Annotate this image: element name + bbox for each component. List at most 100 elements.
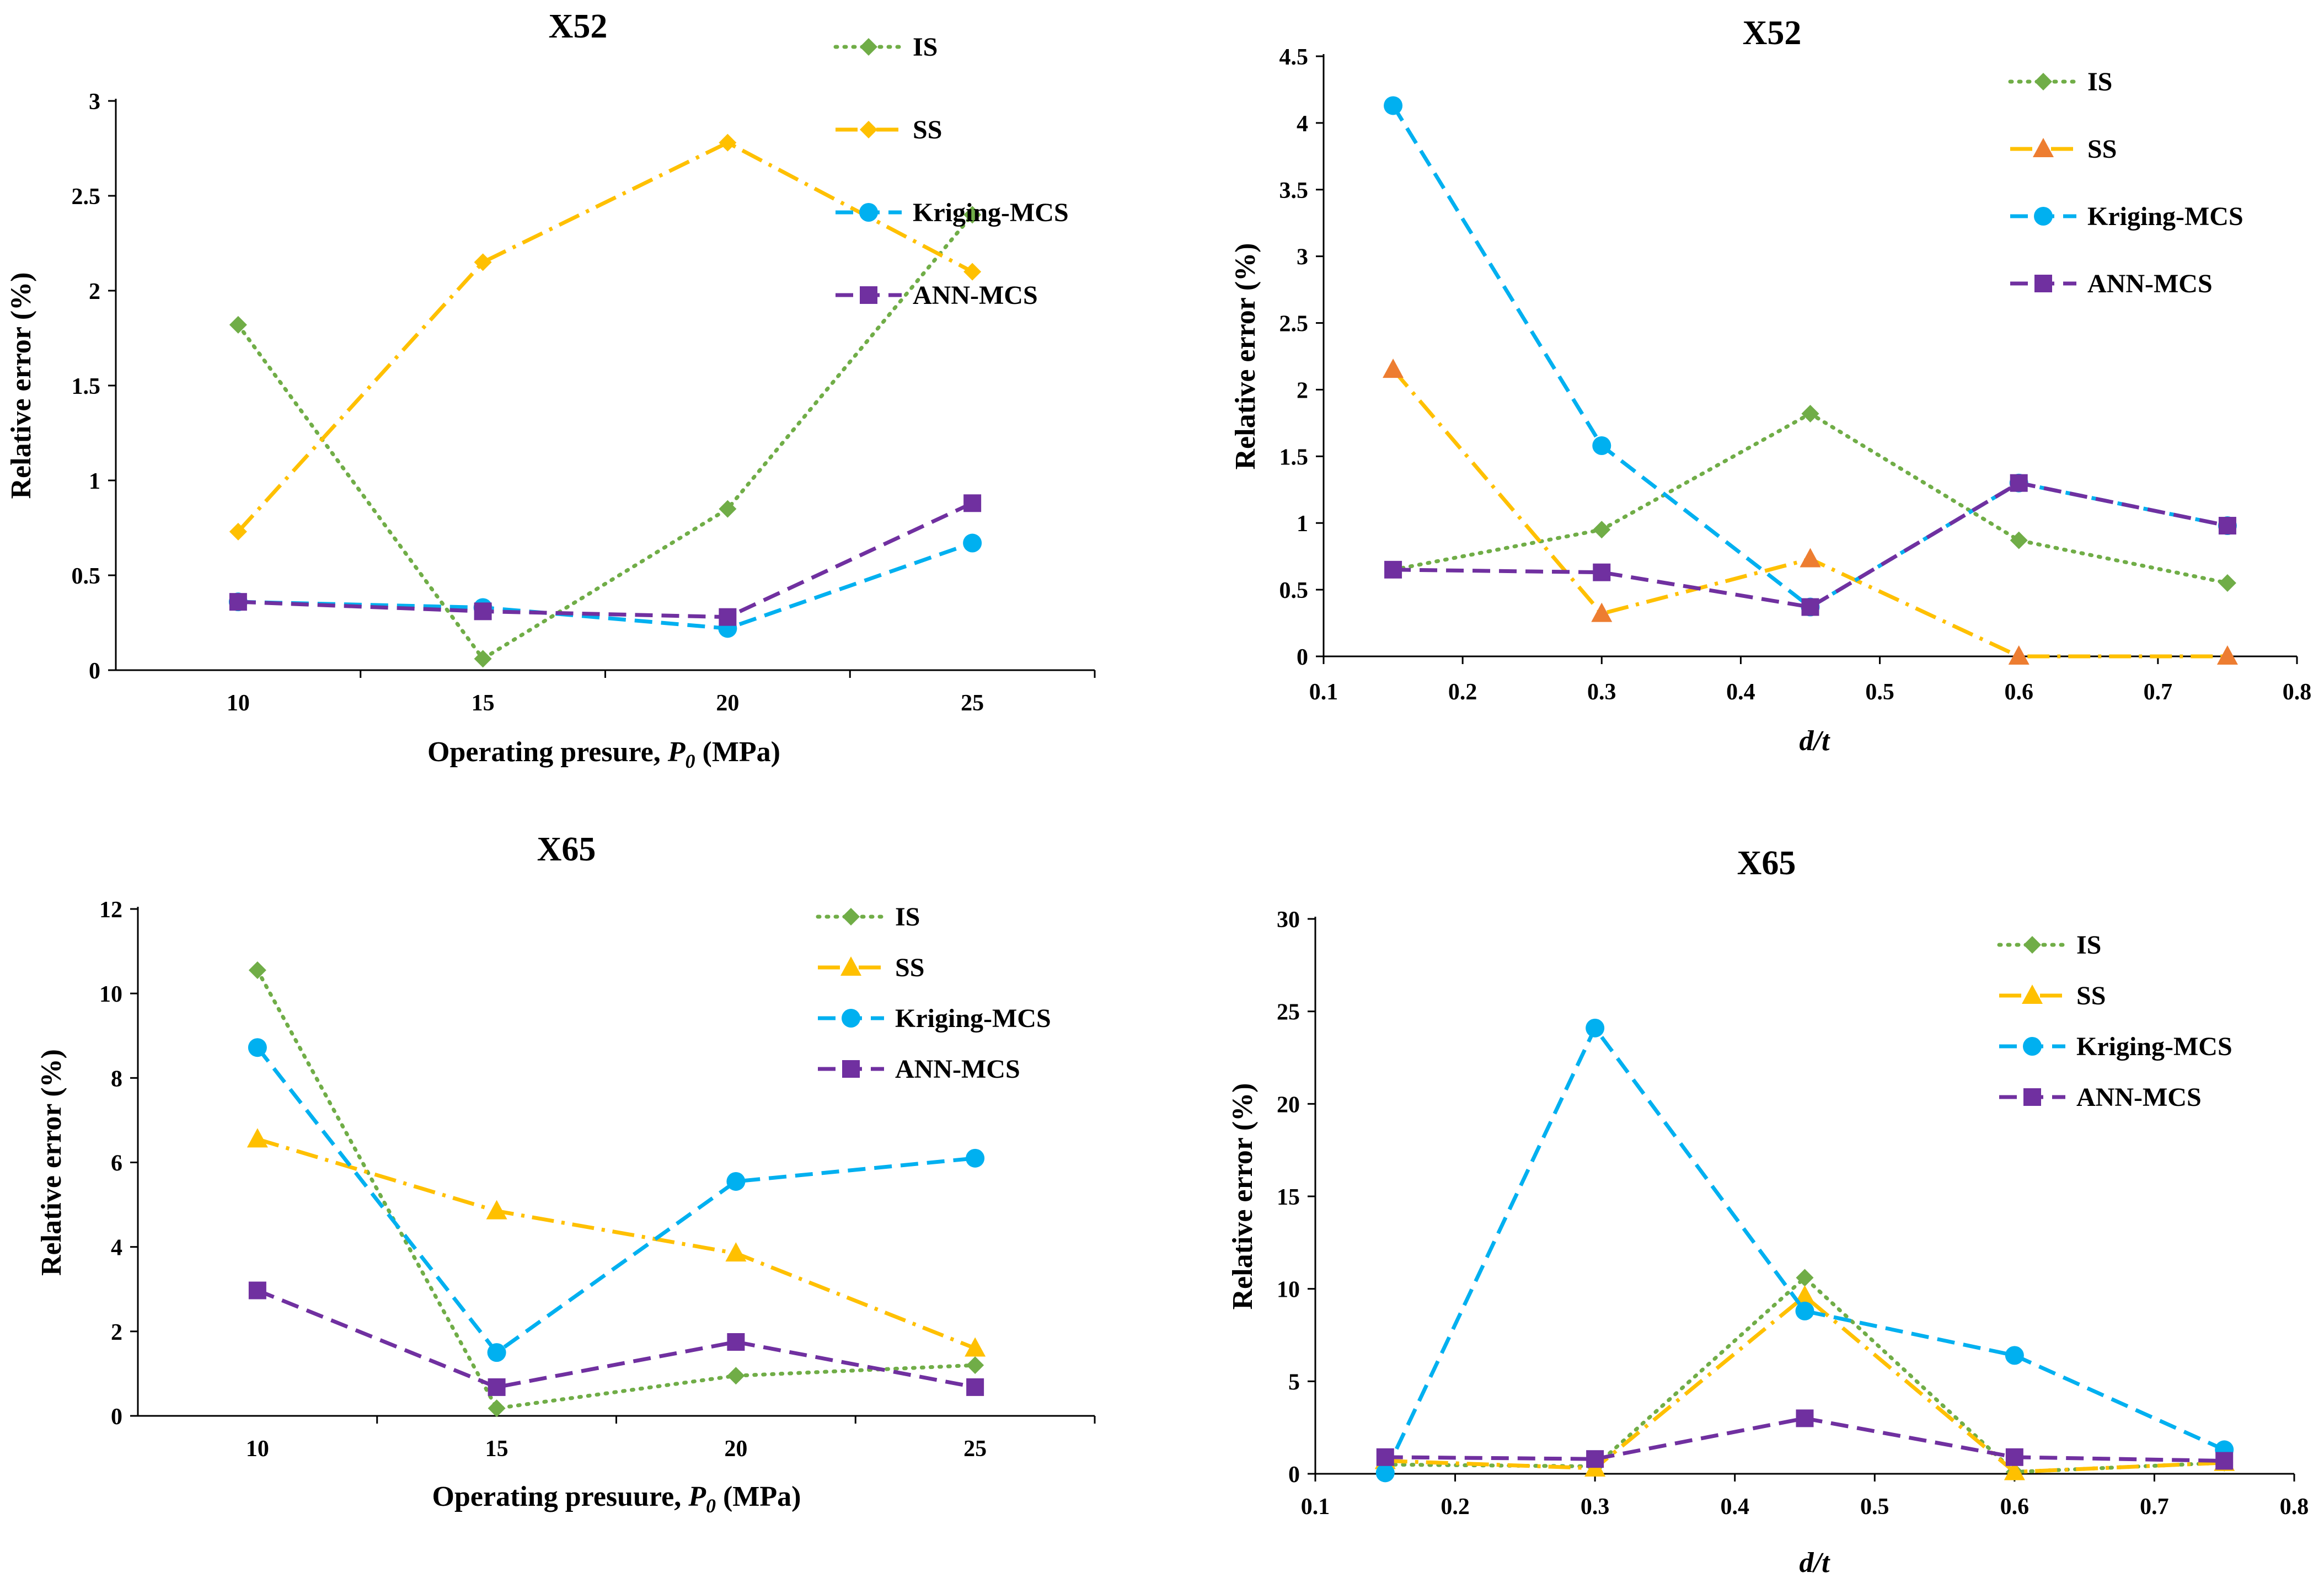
data-point-kriging-mcs (1592, 436, 1611, 455)
y-tick-label: 20 (1277, 1092, 1300, 1117)
legend-marker (2023, 1037, 2042, 1056)
data-point-ann-mcs (2010, 474, 2028, 492)
legend-marker (840, 956, 861, 976)
series-line-kriging-mcs (1383, 1024, 2225, 1474)
legend-marker (2034, 207, 2053, 226)
legend-label-kriging-mcs: Kriging-MCS (2076, 1032, 2232, 1061)
legend-label-ann-mcs: ANN-MCS (895, 1055, 1020, 1084)
data-point-kriging-mcs (963, 533, 982, 553)
data-point-ann-mcs (488, 1378, 506, 1396)
legend-label-is: IS (2076, 930, 2101, 960)
data-point-ss (2004, 1461, 2025, 1480)
y-tick-label: 1.5 (72, 374, 101, 399)
y-tick-label: 1.5 (1279, 445, 1309, 470)
legend: IS SS Kriging-MCS ANN-MCS (833, 33, 1069, 310)
series-line-ss (1385, 1293, 2225, 1474)
legend-marker (860, 38, 877, 56)
y-axis-label: Relative error (%) (6, 272, 37, 499)
chart-panel-1: 0 0.5 1 1.5 2 2.5 3 10 15 20 25 X52 Operating presur… (6, 8, 1096, 772)
legend-marker (2034, 73, 2052, 90)
y-tick-label: 0 (111, 1404, 122, 1430)
y-tick-label: 10 (1277, 1277, 1300, 1303)
chart-title: X65 (1737, 844, 1796, 882)
data-point-kriging-mcs (1375, 1463, 1395, 1483)
x-tick-label: 25 (961, 691, 984, 716)
y-tick-label: 25 (1277, 1000, 1300, 1025)
y-tick-label: 4 (1297, 111, 1308, 137)
data-point-ann-mcs (2218, 517, 2236, 535)
data-point-ss (1383, 359, 1404, 378)
y-tick-label: 2 (111, 1320, 122, 1345)
x-tick-label: 0.5 (1860, 1494, 1889, 1520)
series-line-ss (256, 1137, 976, 1350)
data-point-ss (965, 1337, 986, 1357)
y-tick-label: 2.5 (72, 184, 101, 210)
data-point-ss (963, 263, 982, 281)
x-tick-label: 0.4 (1726, 680, 1755, 705)
legend-label-ss: SS (2076, 981, 2106, 1010)
data-point-ss (229, 522, 247, 541)
y-tick-label: 3 (1297, 245, 1308, 270)
legend: IS SS Kriging-MCS ANN-MCS (2008, 67, 2243, 298)
y-tick-label: 10 (99, 982, 122, 1007)
data-point-ann-mcs (1593, 563, 1611, 581)
y-tick-label: 1 (1297, 511, 1308, 537)
legend-marker (2023, 936, 2041, 954)
series-line-ss (237, 140, 973, 533)
legend-marker (2033, 138, 2054, 157)
legend-label-ss: SS (913, 115, 942, 145)
data-point-is (2010, 531, 2028, 549)
data-point-ann-mcs (1376, 1448, 1394, 1466)
x-tick-label: 25 (963, 1436, 987, 1462)
chart-panel-2: 0 0.5 1 1.5 2 2.5 3 3.5 4 4.5 0.1 0.2 0.3 0.4 0.5 0.6 0.… (1230, 14, 2311, 757)
chart-title: X52 (1743, 14, 1802, 52)
data-point-kriging-mcs (2005, 1346, 2024, 1365)
y-tick-label: 4 (111, 1236, 122, 1261)
y-tick-label: 5 (1288, 1370, 1300, 1395)
x-axis-label: Operating presuure, P0 (MPa) (432, 1481, 801, 1517)
x-tick-label: 0.6 (2004, 680, 2033, 705)
legend-marker (842, 908, 860, 926)
legend-label-is: IS (2087, 67, 2112, 97)
legend-label-ann-mcs: ANN-MCS (2087, 269, 2213, 298)
data-point-kriging-mcs (1795, 1301, 1814, 1320)
data-point-ann-mcs (2215, 1452, 2234, 1470)
legend: IS SS Kriging-MCS ANN-MCS (1997, 930, 2232, 1112)
data-point-ann-mcs (1384, 560, 1402, 579)
y-tick-label: 1 (89, 469, 100, 494)
series-line-ann-mcs (256, 1288, 976, 1389)
x-axis-label: d/t (1800, 1547, 1830, 1579)
legend-label-kriging-mcs: Kriging-MCS (895, 1004, 1051, 1033)
x-tick-label: 0.5 (1865, 680, 1894, 705)
series-line-is (255, 968, 977, 1411)
data-point-ann-mcs (727, 1333, 745, 1351)
data-point-kriging-mcs (726, 1172, 746, 1191)
data-point-ann-mcs (719, 608, 737, 626)
series-line-kriging-mcs (256, 1046, 976, 1355)
x-axis-label: Operating presure, P0 (MPa) (427, 736, 780, 772)
legend-marker (842, 1060, 860, 1078)
x-tick-label: 20 (724, 1436, 747, 1462)
x-tick-label: 15 (485, 1436, 508, 1462)
x-tick-label: 0.7 (2144, 680, 2173, 705)
data-point-ss (719, 133, 737, 152)
data-point-ss (1794, 1285, 1816, 1305)
y-tick-label: 6 (111, 1151, 122, 1176)
data-point-ss (1800, 548, 1821, 568)
legend-marker (2034, 275, 2052, 292)
legend-label-is: IS (913, 33, 938, 62)
legend-marker (2022, 985, 2043, 1004)
legend-label-ann-mcs: ANN-MCS (913, 281, 1038, 310)
legend-marker (859, 203, 878, 222)
legend-label-ss: SS (2087, 135, 2117, 164)
data-point-kriging-mcs (487, 1343, 506, 1362)
legend-marker (842, 1009, 860, 1028)
data-point-ann-mcs (248, 1281, 266, 1299)
y-tick-label: 0 (1288, 1462, 1300, 1488)
data-point-is (229, 315, 247, 334)
y-axis-label: Relative error (%) (1230, 243, 1261, 470)
y-tick-label: 0.5 (72, 564, 101, 589)
x-tick-label: 0.2 (1441, 1494, 1470, 1520)
data-point-kriging-mcs (1384, 96, 1403, 115)
